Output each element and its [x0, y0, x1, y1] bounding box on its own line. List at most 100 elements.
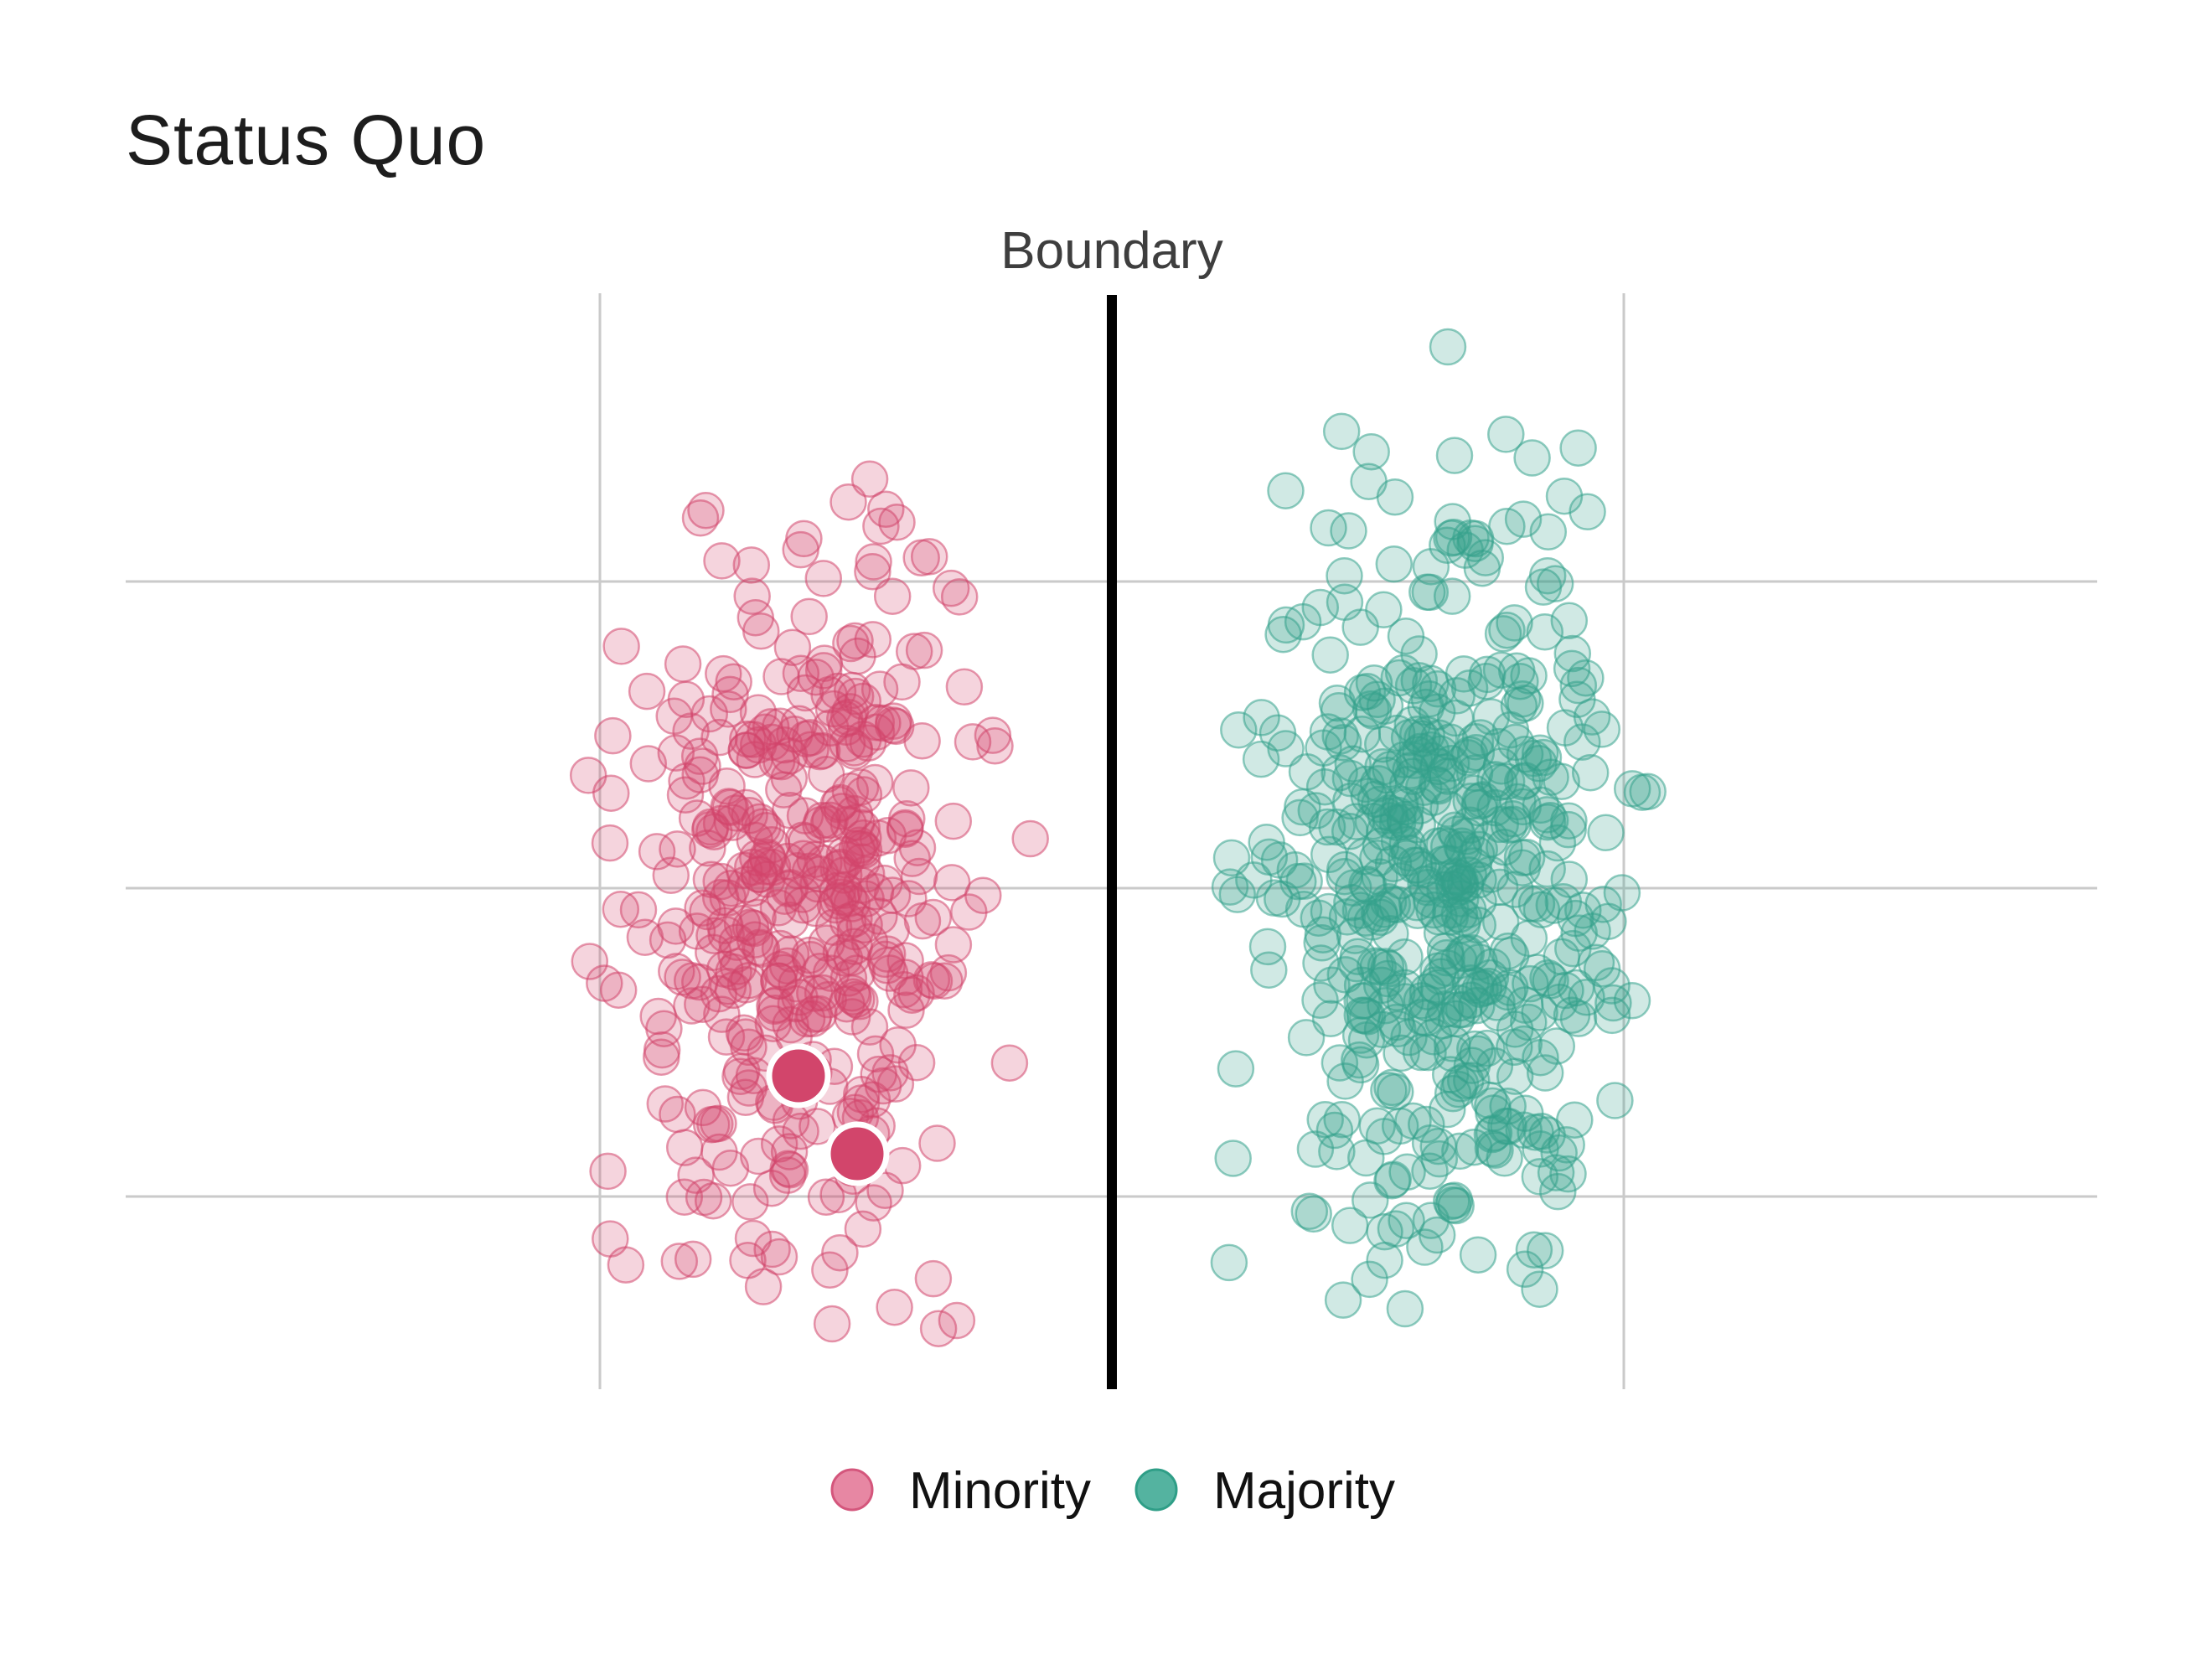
scatter-point-minority: [897, 1043, 936, 1082]
scatter-point-majority: [1366, 1241, 1403, 1279]
scatter-point-majority: [1267, 472, 1305, 509]
scatter-point-majority: [1526, 1232, 1564, 1269]
scatter-point-minority: [711, 675, 749, 714]
scatter-point-majority: [1529, 959, 1567, 997]
scatter-point-majority: [1439, 815, 1476, 853]
scatter-point-majority: [1435, 437, 1474, 474]
scatter-point-minority: [571, 943, 609, 980]
scatter-point-majority: [1394, 667, 1433, 705]
chart-title: Status Quo: [126, 101, 486, 179]
scatter-point-minority: [721, 1057, 759, 1096]
scatter-points: [569, 328, 1667, 1347]
scatter-point-minority: [990, 1044, 1029, 1082]
scatter-point-majority: [1367, 948, 1405, 985]
scatter-point-majority: [1310, 835, 1348, 874]
scatter-point-majority: [1559, 429, 1597, 467]
scatter-point-minority: [855, 543, 892, 581]
scatter-point-minority: [876, 707, 915, 746]
scatter-point-minority: [732, 546, 771, 584]
scatter-point-minority: [892, 769, 930, 807]
scatter-point-minority: [677, 1156, 715, 1194]
scatter-point-majority: [1432, 891, 1470, 929]
scatter-point-majority: [1429, 1090, 1466, 1129]
scatter-point-majority: [1522, 786, 1560, 824]
scatter-point-majority: [1434, 1186, 1472, 1224]
scatter-point-minority: [594, 716, 632, 755]
scatter-point-majority: [1524, 738, 1563, 777]
scatter-point-majority: [1351, 1181, 1389, 1219]
scatter-point-minority: [809, 805, 848, 843]
scatter-point-minority: [914, 898, 953, 937]
scatter-point-majority: [1446, 531, 1484, 569]
scatter-point-minority: [733, 577, 771, 615]
scatter-point-majority: [1386, 938, 1424, 976]
scatter-point-majority: [1242, 740, 1280, 778]
scatter-point-minority: [770, 759, 809, 798]
scatter-point-majority: [1346, 899, 1384, 937]
scatter-point-majority: [1419, 670, 1457, 708]
scatter-point-minority: [850, 460, 889, 499]
scatter-point-majority: [1331, 1207, 1369, 1244]
scatter-point-minority: [938, 1301, 976, 1340]
scatter-point-minority: [945, 668, 984, 706]
scatter-point-minority: [897, 974, 935, 1012]
scatter-point-majority: [1393, 705, 1432, 743]
scatter-point-majority: [1528, 556, 1567, 595]
scatter-point-majority: [1583, 950, 1621, 988]
scatter-point-majority: [1613, 982, 1651, 1020]
scatter-point-majority: [1357, 947, 1394, 985]
scatter-point-minority: [602, 890, 640, 928]
scatter-point-minority: [950, 893, 988, 931]
scatter-point-minority: [933, 864, 971, 902]
scatter-point-majority: [1563, 723, 1601, 761]
scatter-point-minority: [862, 507, 900, 545]
scatter-point-minority: [759, 889, 798, 927]
scatter-point-minority: [807, 1178, 845, 1217]
scatter-point-minority: [779, 852, 817, 890]
scatter-point-majority: [1326, 857, 1363, 896]
scatter-point-minority: [807, 756, 845, 793]
scatter-point-minority: [703, 995, 741, 1033]
scatter-point-majority: [1577, 943, 1615, 982]
scatter-point-majority: [1285, 862, 1323, 900]
scatter-point-majority: [1385, 741, 1424, 779]
scatter-point-majority: [1459, 1236, 1497, 1274]
scatter-point-minority: [734, 1219, 773, 1258]
scatter-point-majority: [1331, 759, 1370, 798]
scatter-point-minority: [687, 492, 725, 530]
scatter-point-minority: [781, 979, 819, 1016]
scatter-point-majority: [1359, 839, 1397, 877]
scatter-point-majority: [1428, 949, 1466, 987]
scatter-point-minority: [643, 1031, 681, 1069]
scatter-point-majority: [1529, 513, 1568, 551]
scatter-point-majority: [1506, 1250, 1544, 1289]
scatter-point-minority: [854, 553, 892, 591]
scatter-point-minority: [860, 1055, 897, 1093]
scatter-point-majority: [1568, 979, 1605, 1016]
scatter-point-majority: [1476, 761, 1514, 798]
scatter-point-majority: [1514, 739, 1553, 778]
scatter-point-majority: [1596, 1082, 1634, 1119]
scatter-point-majority: [1490, 806, 1528, 844]
scatter-point-majority: [1377, 1072, 1414, 1111]
scatter-point-majority: [1341, 608, 1379, 646]
scatter-point-majority: [1559, 666, 1598, 705]
scatter-point-majority: [1295, 1195, 1332, 1233]
scatter-point-minority: [771, 1150, 809, 1189]
scatter-point-minority: [731, 1183, 769, 1221]
scatter-point-minority: [893, 840, 931, 877]
scatter-point-majority: [1511, 885, 1549, 923]
scatter-point-minority: [898, 829, 937, 866]
scatter-point-minority: [700, 718, 738, 757]
scatter-point-majority: [1320, 1044, 1359, 1082]
scatter-point-majority: [1439, 942, 1478, 979]
scatter-point-minority: [700, 1133, 738, 1171]
scatter-point-majority: [1375, 545, 1414, 583]
scatter-point-minority: [822, 848, 860, 886]
scatter-point-minority: [690, 695, 729, 733]
legend-swatch-majority: [1134, 1468, 1178, 1512]
scatter-point-majority: [1545, 477, 1584, 515]
scatter-point-minority: [702, 862, 740, 901]
scatter-point-minority: [760, 1238, 798, 1276]
